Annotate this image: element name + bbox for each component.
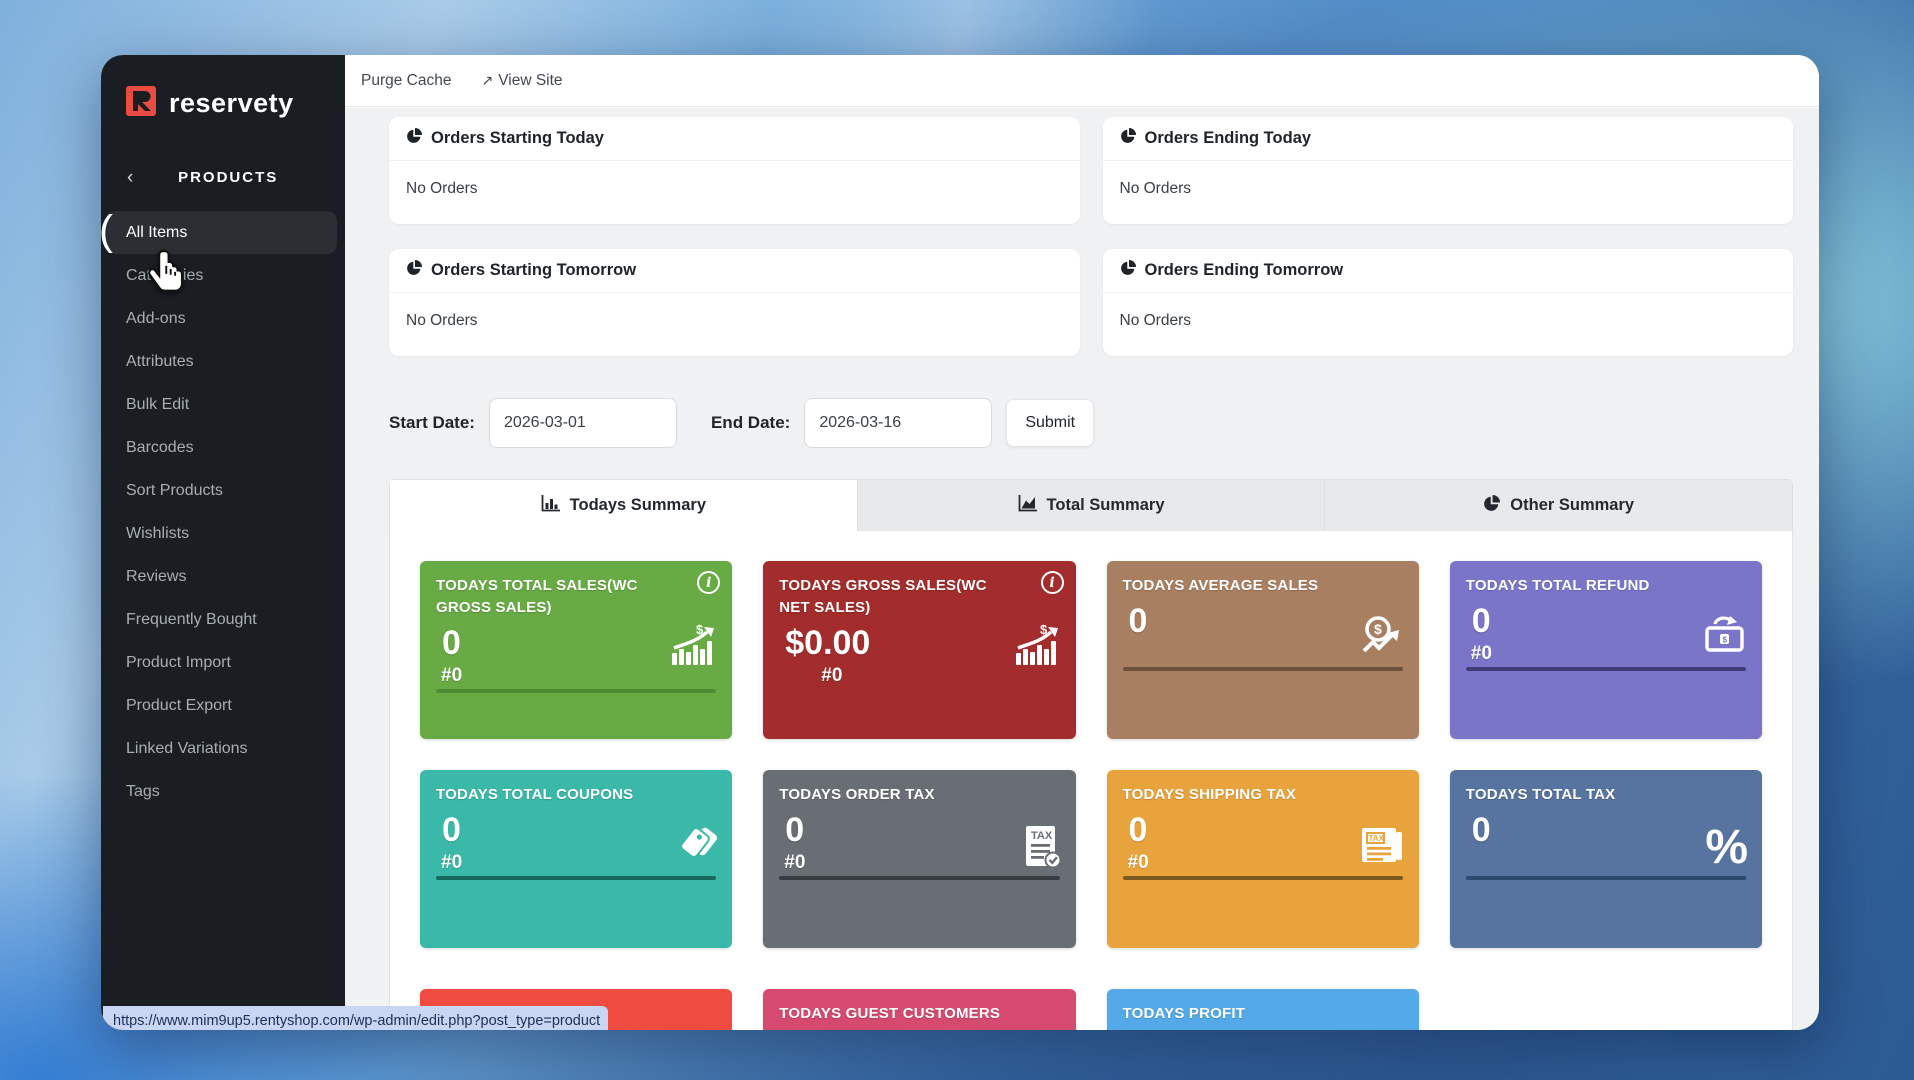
svg-text:$: $ — [1374, 621, 1382, 637]
app-window: reservety ‹ PRODUCTS All Items Categorie… — [101, 55, 1819, 1030]
stat-card-shipping-tax: TODAYS SHIPPING TAX 0 #0 TAX — [1106, 770, 1419, 948]
sidebar-item-add-ons[interactable]: Add-ons — [126, 309, 186, 327]
svg-text:TAX: TAX — [1031, 830, 1053, 842]
orders-starting-tomorrow-card: Orders Starting Tomorrow No Orders — [389, 249, 1080, 356]
tax-receipt-icon: TAX — [1359, 824, 1405, 866]
svg-text:TAX: TAX — [1368, 834, 1384, 843]
card-divider — [1465, 876, 1746, 880]
sidebar-item-product-export[interactable]: Product Export — [126, 696, 232, 714]
sidebar-section-title: PRODUCTS — [178, 169, 279, 186]
area-chart-icon — [1018, 494, 1037, 517]
submit-button[interactable]: Submit — [1006, 399, 1095, 447]
stat-card-total-coupons: TODAYS TOTAL COUPONS 0 #0 — [420, 770, 733, 948]
stat-card-average-sales: TODAYS AVERAGE SALES 0 $ — [1106, 561, 1419, 739]
external-link-arrow-icon: ↗ — [481, 72, 494, 88]
brand[interactable]: reservety — [101, 55, 345, 124]
end-date-input[interactable] — [804, 398, 993, 448]
stat-card-total-tax: TODAYS TOTAL TAX 0 % — [1449, 770, 1762, 948]
percent-icon: % — [1705, 821, 1748, 874]
sidebar: reservety ‹ PRODUCTS All Items Categorie… — [101, 55, 345, 1030]
start-date-input[interactable] — [488, 398, 677, 448]
card-divider — [779, 876, 1060, 880]
stat-card-guest-customers: TODAYS GUEST CUSTOMERS #0 — [763, 989, 1076, 1030]
admin-topbar: Purge Cache ↗ View Site — [345, 55, 1819, 107]
tab-total-summary[interactable]: Total Summary — [857, 479, 1326, 531]
pie-chart-icon — [406, 260, 422, 281]
pie-chart-icon — [1120, 260, 1136, 281]
date-filter: Start Date: End Date: Submit — [389, 398, 1793, 448]
coupon-tags-icon — [672, 824, 718, 866]
orders-starting-today-card: Orders Starting Today No Orders — [389, 117, 1080, 224]
stat-card-total-refund: TODAYS TOTAL REFUND 0 #0 $ — [1449, 561, 1762, 739]
card-divider — [436, 876, 717, 880]
stat-card-total-sales: i TODAYS TOTAL SALES(WC GROSS SALES) 0 #… — [420, 561, 733, 739]
sidebar-section-header: ‹ PRODUCTS — [101, 168, 345, 187]
orders-card-body: No Orders — [406, 180, 478, 197]
card-divider — [436, 689, 717, 693]
stat-card-gross-sales: i TODAYS GROSS SALES(WC NET SALES) $0.00… — [763, 561, 1076, 739]
card-divider — [1122, 876, 1403, 880]
orders-summary-grid: Orders Starting Today No Orders Orders E… — [389, 117, 1793, 356]
collapse-chevron-icon[interactable]: ‹ — [127, 167, 134, 188]
orders-card-body: No Orders — [406, 312, 478, 329]
refund-icon: $ — [1702, 615, 1748, 657]
sidebar-item-reviews[interactable]: Reviews — [126, 567, 187, 585]
summary-panel: i TODAYS TOTAL SALES(WC GROSS SALES) 0 #… — [389, 531, 1793, 1030]
sales-chart-icon: $ — [670, 622, 718, 667]
sidebar-item-tags[interactable]: Tags — [126, 782, 160, 800]
sidebar-nav: All Items Categories Add-ons Attributes … — [101, 211, 345, 813]
orders-card-title: Orders Ending Tomorrow — [1144, 261, 1344, 279]
reservety-logo-icon — [123, 83, 159, 124]
svg-text:$: $ — [1723, 636, 1728, 645]
sidebar-item-frequently-bought[interactable]: Frequently Bought — [126, 610, 257, 628]
svg-text:$: $ — [1040, 623, 1048, 637]
sidebar-item-sort-products[interactable]: Sort Products — [126, 481, 223, 499]
tab-other-summary[interactable]: Other Summary — [1325, 479, 1793, 531]
sidebar-item-all-items[interactable]: All Items — [106, 211, 337, 254]
sidebar-item-product-import[interactable]: Product Import — [126, 653, 231, 671]
sidebar-item-barcodes[interactable]: Barcodes — [126, 438, 194, 456]
summary-tabs: Todays Summary Total Summary Other Summa… — [389, 479, 1793, 531]
sales-chart-icon: $ — [1014, 622, 1062, 667]
hand-cursor-icon — [145, 247, 191, 308]
sidebar-item-attributes[interactable]: Attributes — [126, 352, 194, 370]
card-divider — [779, 667, 1059, 671]
sidebar-item-linked-variations[interactable]: Linked Variations — [126, 739, 248, 757]
orders-card-body: No Orders — [1119, 312, 1192, 329]
purge-cache-link[interactable]: Purge Cache — [361, 71, 452, 89]
tab-todays-summary[interactable]: Todays Summary — [389, 479, 858, 531]
sidebar-item-categories[interactable]: Categories — [101, 254, 345, 297]
brand-name: reservety — [169, 88, 294, 118]
link-preview-statusbar: https://www.mim9up5.rentyshop.com/wp-adm… — [103, 1006, 608, 1030]
stat-card-profit: TODAYS PROFIT $0.00 — [1106, 989, 1419, 1030]
stat-cards-grid: i TODAYS TOTAL SALES(WC GROSS SALES) 0 #… — [390, 531, 1792, 1030]
stat-card-order-tax: TODAYS ORDER TAX 0 #0 TAX — [763, 770, 1076, 948]
sidebar-item-wishlists[interactable]: Wishlists — [126, 524, 190, 542]
orders-ending-tomorrow-card: Orders Ending Tomorrow No Orders — [1102, 249, 1793, 356]
svg-text:$: $ — [696, 623, 704, 637]
view-site-link[interactable]: ↗ View Site — [481, 71, 563, 89]
card-divider — [1465, 667, 1746, 671]
pie-chart-icon — [1483, 494, 1501, 517]
card-divider — [1122, 667, 1403, 671]
tax-document-icon: TAX — [1022, 824, 1062, 870]
main-content: Orders Starting Today No Orders Orders E… — [345, 108, 1819, 1030]
info-icon[interactable]: i — [1040, 571, 1064, 594]
orders-card-title: Orders Starting Tomorrow — [431, 261, 637, 279]
info-icon[interactable]: i — [697, 571, 721, 594]
orders-card-title: Orders Ending Today — [1144, 129, 1312, 147]
sidebar-item-bulk-edit[interactable]: Bulk Edit — [126, 395, 190, 413]
orders-card-body: No Orders — [1119, 180, 1192, 197]
start-date-label: Start Date: — [389, 413, 475, 432]
pie-chart-icon — [1120, 128, 1136, 149]
coin-trend-icon: $ — [1359, 615, 1405, 659]
pie-chart-icon — [406, 128, 422, 149]
orders-card-title: Orders Starting Today — [431, 129, 604, 147]
end-date-label: End Date: — [710, 413, 791, 432]
orders-ending-today-card: Orders Ending Today No Orders — [1102, 117, 1793, 224]
bar-chart-icon — [541, 494, 560, 517]
